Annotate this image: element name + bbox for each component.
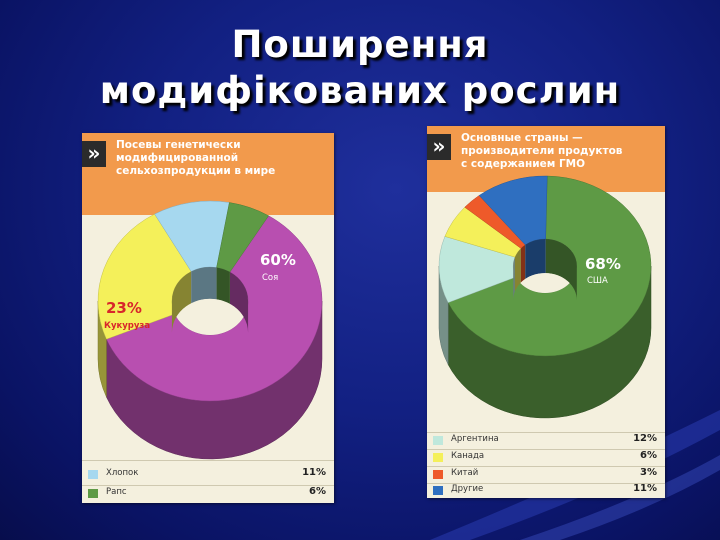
legend-divider bbox=[427, 466, 665, 467]
soy-value-label: 60% bbox=[260, 251, 296, 269]
legend-item-other: Другие 11% bbox=[427, 482, 665, 498]
countries-chart-title-line-1: Основные страны — bbox=[461, 132, 583, 144]
legend-value: 11% bbox=[302, 467, 326, 478]
crops-chart-title: Посевы генетически модифицированной сель… bbox=[116, 139, 275, 178]
legend-label: Канада bbox=[451, 451, 485, 461]
slide-title: Поширення модифікованих рослин bbox=[0, 22, 720, 114]
legend-divider bbox=[82, 460, 334, 461]
legend-label: Китай bbox=[451, 468, 479, 478]
legend-label: Хлопок bbox=[106, 468, 139, 478]
usa-value-label: 68% bbox=[585, 255, 621, 273]
legend-label: Рапс bbox=[106, 487, 127, 497]
legend-divider bbox=[427, 449, 665, 450]
crops-chart-title-line-3: сельхозпродукции в мире bbox=[116, 165, 276, 177]
legend-label: Аргентина bbox=[451, 434, 499, 444]
crops-donut-chart: 60% Соя 23% Кукуруза bbox=[97, 200, 323, 460]
donut-inner-wall-slice-0-0 bbox=[545, 239, 577, 301]
countries-chart-title: Основные страны — производители продукто… bbox=[461, 132, 622, 171]
legend-item-rapeseed: Рапс 6% bbox=[82, 485, 334, 503]
crops-chart-title-line-1: Посевы генетически bbox=[116, 139, 241, 151]
legend-divider bbox=[82, 485, 334, 486]
donut-inner-wall-slice-0-0 bbox=[229, 272, 249, 333]
donut-inner-wall-slice-4-0 bbox=[525, 239, 546, 279]
legend-value: 6% bbox=[309, 486, 326, 497]
other-swatch bbox=[433, 486, 443, 495]
donut-inner-wall-slice-3-0 bbox=[216, 267, 230, 304]
double-chevron-icon: » bbox=[427, 134, 451, 160]
donut-inner-wall-slice-3-0 bbox=[520, 244, 526, 283]
legend-item-cotton: Хлопок 11% bbox=[82, 466, 334, 484]
countries-chart-title-line-3: с содержанием ГМО bbox=[461, 158, 586, 170]
legend-item-canada: Канада 6% bbox=[427, 449, 665, 467]
legend-value: 11% bbox=[633, 483, 657, 494]
slide-title-line-2: модифікованих рослин bbox=[99, 69, 621, 112]
donut-inner-wall-slice-1-0 bbox=[513, 257, 515, 301]
legend-item-china: Китай 3% bbox=[427, 466, 665, 484]
donut-inner-wall-slice-2-0 bbox=[191, 267, 217, 304]
argentina-swatch bbox=[433, 436, 443, 445]
countries-donut-chart: 68% США bbox=[438, 175, 652, 419]
crops-chart-panel: » Посевы генетически модифицированной се… bbox=[82, 133, 334, 503]
usa-label: США bbox=[587, 276, 608, 286]
countries-chart-panel: » Основные страны — производители продук… bbox=[427, 126, 665, 498]
donut-hole bbox=[171, 298, 249, 335]
legend-divider bbox=[427, 483, 665, 484]
double-chevron-icon: » bbox=[82, 141, 106, 167]
canada-swatch bbox=[433, 453, 443, 462]
donut-inner-wall-slice-2-0 bbox=[514, 248, 521, 292]
china-swatch bbox=[433, 470, 443, 479]
slide-title-line-1: Поширення bbox=[231, 23, 489, 66]
cotton-swatch bbox=[88, 470, 98, 479]
rapeseed-swatch bbox=[88, 489, 98, 498]
legend-value: 12% bbox=[633, 433, 657, 444]
legend-item-argentina: Аргентина 12% bbox=[427, 432, 665, 450]
crops-chart-title-line-2: модифицированной bbox=[116, 152, 239, 164]
corn-value-label: 23% bbox=[106, 299, 142, 317]
corn-label: Кукуруза bbox=[104, 321, 150, 331]
soy-label: Соя bbox=[262, 273, 278, 283]
countries-chart-title-line-2: производители продуктов bbox=[461, 145, 623, 157]
legend-value: 6% bbox=[640, 450, 657, 461]
donut-hole bbox=[513, 273, 577, 293]
legend-label: Другие bbox=[451, 484, 484, 494]
legend-divider bbox=[427, 432, 665, 433]
legend-value: 3% bbox=[640, 467, 657, 478]
donut-inner-wall-slice-1-0 bbox=[171, 271, 192, 333]
